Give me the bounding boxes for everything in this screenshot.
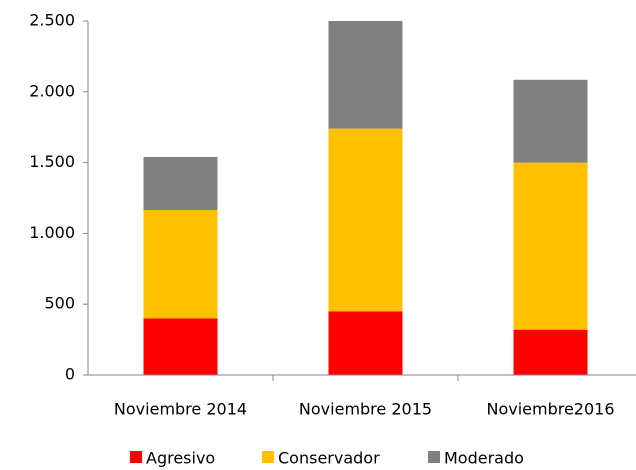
- y-tick-label: 1.000: [29, 223, 75, 242]
- legend-label: Moderado: [444, 449, 524, 468]
- plot-area: [143, 21, 588, 375]
- legend-label: Conservador: [278, 449, 380, 468]
- bar-segment: [513, 162, 588, 330]
- legend-swatch: [130, 451, 142, 463]
- legend-label: Agresivo: [146, 449, 215, 468]
- x-tick-label: Noviembre2016: [486, 400, 614, 419]
- y-tick-label: 2.500: [29, 11, 75, 30]
- bar-segment: [328, 21, 403, 129]
- x-tick-label: Noviembre 2015: [299, 400, 432, 419]
- x-tick-label: Noviembre 2014: [114, 400, 247, 419]
- legend-swatch: [428, 451, 440, 463]
- bar-segment: [328, 311, 403, 375]
- bar-segment: [143, 318, 218, 375]
- y-tick-label: 500: [44, 294, 75, 313]
- bar-segment: [513, 79, 588, 163]
- legend-swatch: [262, 451, 274, 463]
- bar-segment: [328, 128, 403, 312]
- bar-segment: [143, 156, 218, 211]
- y-tick-label: 0: [65, 365, 75, 384]
- y-tick-label: 2.000: [29, 81, 75, 100]
- bar-segment: [143, 210, 218, 319]
- bar-segment: [513, 329, 588, 375]
- y-tick-label: 1.500: [29, 152, 75, 171]
